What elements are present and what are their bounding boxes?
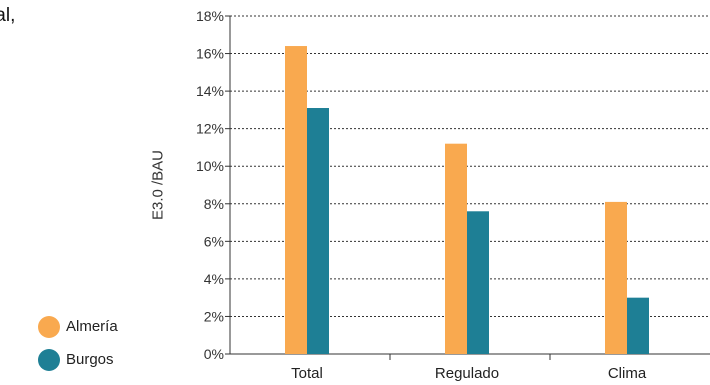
title-line-1: tal, — [0, 5, 16, 26]
legend-label-burgos: Burgos — [66, 351, 114, 368]
bar-burgos-regulado — [467, 211, 489, 354]
y-tick-label: 18% — [196, 8, 224, 24]
legend-swatch-almeria — [38, 315, 60, 338]
x-tick-label: Total — [291, 365, 323, 382]
y-tick-label: 4% — [204, 271, 224, 287]
chart-title-fragment: tal, ) — [0, 4, 40, 52]
bar-burgos-clima — [627, 297, 649, 354]
legend: Almería Burgos — [38, 315, 118, 382]
y-tick-label: 2% — [204, 308, 224, 324]
bar-almera-total — [285, 46, 307, 355]
y-tick-label: 0% — [204, 346, 224, 362]
y-tick-label: 8% — [204, 196, 224, 212]
legend-label-almeria: Almería — [66, 318, 118, 335]
legend-item-almeria: Almería — [38, 315, 118, 338]
bar-almera-regulado — [445, 143, 467, 354]
bar-burgos-total — [307, 108, 329, 354]
legend-item-burgos: Burgos — [38, 348, 118, 371]
legend-swatch-burgos — [38, 348, 60, 371]
x-tick-label: Regulado — [435, 365, 499, 382]
y-tick-label: 12% — [196, 121, 224, 137]
x-tick-label: Clima — [608, 365, 647, 382]
y-tick-label: 16% — [196, 46, 224, 62]
y-tick-label: 6% — [204, 233, 224, 249]
y-tick-label: 10% — [196, 158, 224, 174]
bar-almera-clima — [605, 201, 627, 354]
y-tick-label: 14% — [196, 83, 224, 99]
